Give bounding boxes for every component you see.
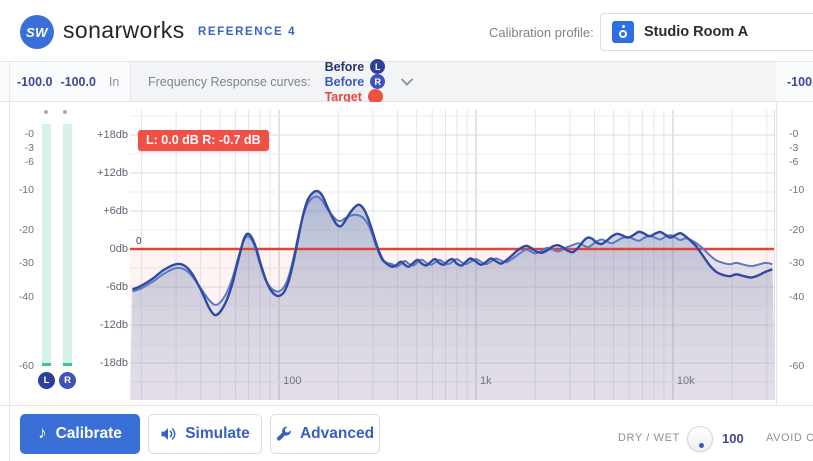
curve-readout-tooltip: L: 0.0 dB R: -0.7 dB: [138, 130, 269, 151]
meter-scale-tick: -6: [789, 156, 799, 168]
legend-badge-icon: L: [370, 59, 386, 74]
x-tick-label: 100: [283, 375, 301, 387]
advanced-label: Advanced: [299, 425, 375, 442]
meter-mode-label: In: [108, 74, 120, 89]
level-meter-left: [42, 124, 51, 366]
advanced-button[interactable]: Advanced: [270, 414, 380, 454]
peak-value-left: -100.0: [17, 74, 53, 89]
app-header: SW sonarworks REFERENCE 4 Calibration pr…: [0, 0, 813, 62]
x-tick-label: 10k: [677, 375, 695, 387]
legend-item-label: Target: [324, 89, 362, 104]
y-tick-label: -12db: [99, 318, 128, 331]
wrench-icon: [276, 426, 291, 441]
before-l-curve[interactable]: [131, 189, 773, 317]
speaker-wave-icon: [161, 428, 176, 440]
meter-scale-tick: -6: [24, 156, 34, 168]
side-panel-divider: [9, 62, 10, 461]
target-zero-label: 0: [136, 236, 142, 247]
y-tick-label: -6db: [105, 280, 128, 293]
action-bar: ♪ Calibrate Simulate Advanced DRY / WET …: [0, 405, 813, 461]
meter-scale-tick: -20: [789, 224, 805, 236]
meter-scale-tick: -60: [18, 360, 34, 372]
meter-level-right: [63, 363, 72, 366]
input-level-meters: -0 -3 -6 -10 -20 -30 -40 -60 L R: [0, 102, 95, 405]
peak-value-right: -100.0: [60, 74, 96, 89]
dry-wet-value: 100: [722, 431, 744, 446]
sonarworks-logo-icon: SW: [20, 15, 54, 49]
legend-badge-icon: [367, 89, 383, 104]
legend-item-target[interactable]: Target: [325, 89, 386, 104]
legend-badge-icon: R: [370, 74, 386, 89]
meter-scale-tick: -0: [789, 128, 799, 140]
meter-scale-tick: -3: [789, 142, 799, 154]
output-meter-header: -100.0: [776, 62, 813, 102]
speaker-icon: [612, 21, 634, 43]
y-tick-label: 0db: [109, 243, 128, 255]
calibration-profile-select[interactable]: Studio Room A: [600, 13, 813, 51]
dry-wet-label: DRY / WET: [618, 432, 680, 444]
legend-item-label: Before: [324, 74, 365, 89]
x-tick-label: 1k: [480, 375, 492, 387]
curves-legend-bar: Frequency Response curves: Before L Before…: [131, 59, 776, 104]
clip-indicator-left: [44, 110, 48, 114]
meter-scale-tick: -0: [24, 128, 34, 140]
legend-item-l[interactable]: Before L: [325, 59, 386, 74]
meter-scale-tick: -10: [789, 184, 805, 196]
clip-indicator-right: [63, 110, 67, 114]
channel-badge-l[interactable]: L: [38, 372, 55, 389]
music-note-icon: ♪: [38, 423, 47, 442]
calibrate-label: Calibrate: [55, 425, 122, 442]
meter-level-left: [42, 363, 51, 366]
brand-title: sonarworks: [63, 17, 185, 43]
y-tick-label: +12db: [97, 167, 128, 179]
simulate-label: Simulate: [185, 425, 250, 442]
meter-scale-tick: -30: [18, 257, 34, 269]
meter-scale-tick: -60: [789, 360, 805, 372]
dry-wet-knob[interactable]: [687, 426, 713, 452]
legend-title: Frequency Response curves:: [148, 74, 311, 89]
calibrate-button[interactable]: ♪ Calibrate: [20, 414, 140, 454]
simulate-button[interactable]: Simulate: [148, 414, 262, 454]
product-name: REFERENCE 4: [198, 26, 297, 38]
main-area: -0 -3 -6 -10 -20 -30 -40 -60 L R +18db +12db +6db…: [0, 102, 813, 405]
level-meter-right: [63, 124, 72, 366]
y-tick-label: -18db: [99, 356, 128, 369]
calibration-profile-value: Studio Room A: [644, 24, 749, 40]
legend-item-label: Before: [324, 59, 365, 74]
meter-scale-tick: -3: [24, 142, 34, 154]
meter-scale-tick: -20: [18, 224, 34, 236]
chevron-down-icon[interactable]: [401, 78, 414, 86]
output-level-meters: -0 -3 -6 -10 -20 -30 -40 -60: [776, 102, 813, 405]
meter-scale-tick: -40: [789, 291, 805, 303]
peak-value: -100.0: [787, 74, 813, 89]
db-axis-labels: +18db +12db +6db 0db -6db -12db -18db: [86, 102, 128, 405]
avoid-clipping-label: AVOID CLIPPING: [766, 432, 813, 444]
meter-scale-tick: -10: [18, 184, 34, 196]
calibration-profile-label: Calibration profile:: [489, 25, 594, 40]
input-meter-header: -100.0 -100.0 In: [0, 62, 131, 102]
y-tick-label: +18db: [97, 129, 128, 141]
channel-badge-r[interactable]: R: [59, 372, 76, 389]
legend-item-r[interactable]: Before R: [325, 74, 386, 89]
meter-scale-tick: -40: [18, 291, 34, 303]
y-tick-label: +6db: [103, 205, 128, 217]
frequency-response-chart[interactable]: 100 1k 10k 0 L: 0.0 dB R: -0.7 dB: [130, 110, 775, 400]
meter-scale-tick: -30: [789, 257, 805, 269]
